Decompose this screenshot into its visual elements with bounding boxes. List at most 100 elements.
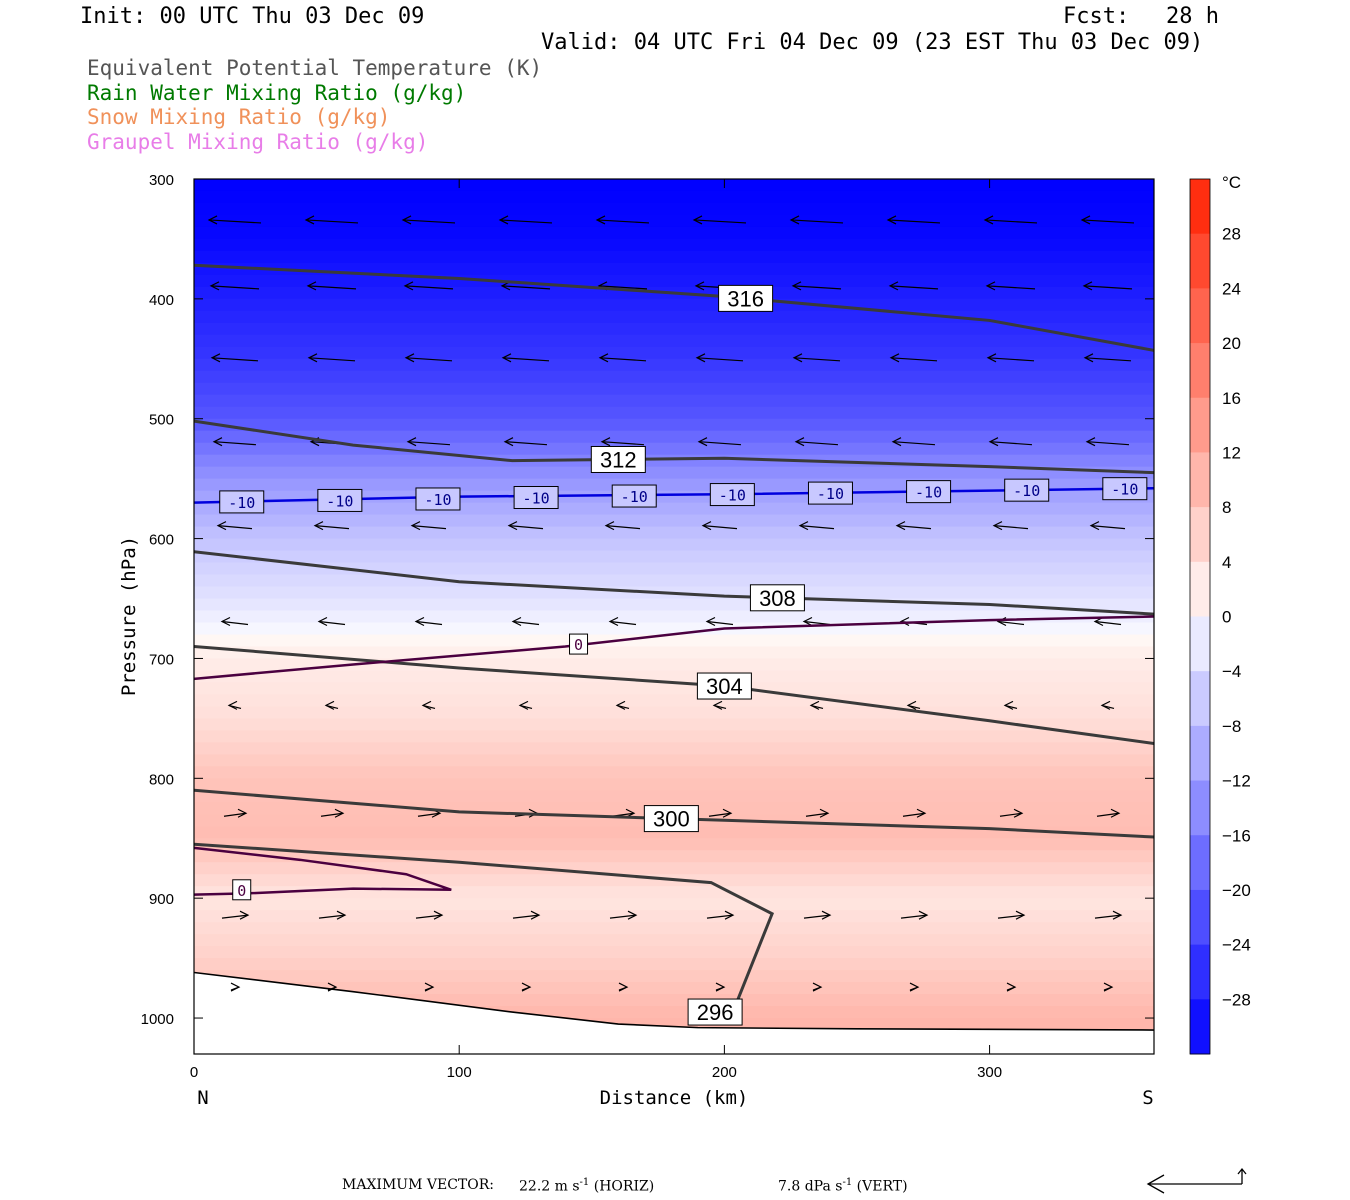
wind-vector <box>997 914 1025 919</box>
colorbar-band <box>1190 725 1210 782</box>
terrain-fill <box>194 972 1154 1054</box>
plot-frame <box>193 178 1155 1055</box>
wind-vector <box>698 441 742 446</box>
wind-vector-head <box>789 215 800 225</box>
wind-vector-head <box>207 215 218 225</box>
theta-e-label-box <box>696 672 752 700</box>
wind-vector-head <box>1013 808 1024 818</box>
wind-vector-head <box>518 700 529 710</box>
temperature-band <box>194 262 1154 276</box>
temperature-band <box>194 298 1154 312</box>
colorbar-band <box>1190 452 1210 508</box>
wind-vector <box>803 914 831 919</box>
isotherm-label: -10 <box>1013 482 1040 500</box>
theta-e-label-box <box>749 584 805 612</box>
temperature-band <box>194 658 1154 672</box>
colorbar-band <box>1190 944 1210 1000</box>
isotherm-label: -10 <box>817 485 844 503</box>
wind-vector <box>696 357 744 362</box>
wind-vector <box>702 525 738 530</box>
wind-vector <box>210 285 260 290</box>
isotherm-label-box <box>415 487 461 511</box>
wind-vector-head <box>694 281 705 291</box>
wind-vector <box>508 525 544 530</box>
wind-vector-head <box>1085 437 1096 447</box>
wind-vector-head <box>899 616 910 627</box>
temperature-band <box>194 730 1154 743</box>
temperature-band <box>194 334 1154 348</box>
wind-vector <box>217 525 253 530</box>
colorbar-tick-label: 28 <box>1222 225 1241 244</box>
forecast-label: Fcst: <box>1063 4 1130 29</box>
colorbar-band <box>1190 671 1210 727</box>
temperature-band <box>194 898 1154 911</box>
temperature-band <box>194 862 1154 875</box>
wind-vector-head <box>433 910 444 920</box>
isotherm-label-box <box>513 486 559 510</box>
wind-vector <box>320 812 344 817</box>
wind-vector <box>402 219 456 224</box>
isotherm-label-box <box>569 633 589 655</box>
colorbar: 28 24 20 16 12 8 4 0 −4 −8 −12 −16 −20 −24 −28 <box>1189 178 1251 1055</box>
wind-vector <box>504 441 548 446</box>
wind-vector-head <box>1089 521 1100 531</box>
wind-vector <box>706 620 734 626</box>
temperature-band <box>194 442 1154 456</box>
colorbar-tick-label: 8 <box>1222 498 1231 517</box>
temperature-band <box>194 946 1154 959</box>
y-tick-label: 600 <box>149 532 174 549</box>
wind-vector <box>997 620 1025 626</box>
legend-item-graupel: Graupel Mixing Ratio (g/kg) <box>87 130 429 154</box>
temperature-band <box>194 454 1154 468</box>
theta-e-contour <box>194 788 1154 839</box>
theta-e-label: 304 <box>706 674 743 699</box>
x-tick-label: 200 <box>712 1064 737 1081</box>
wind-vector <box>601 441 645 446</box>
valid-time: Valid: 04 UTC Fri 04 Dec 09 (23 EST Thu … <box>541 30 1204 55</box>
theta-e-label: 296 <box>697 1000 734 1025</box>
wind-vector-head <box>895 521 906 531</box>
wind-vector-head <box>403 281 414 291</box>
isotherm-label-box <box>219 490 265 514</box>
wind-vectors <box>207 215 1135 992</box>
axes: 300 400 500 600 700 800 900 1000 0 100 200 300 <box>141 172 1154 1081</box>
wind-vector <box>407 441 451 446</box>
wind-vector-head <box>317 616 328 627</box>
wind-vector <box>793 357 841 362</box>
wind-vector-head <box>600 437 611 447</box>
temperature-band <box>194 418 1154 432</box>
colorbar-band <box>1190 397 1210 453</box>
wind-vector <box>405 357 453 362</box>
y-tick-label: 700 <box>149 651 174 668</box>
wind-vector-head <box>695 353 706 363</box>
theta-e-label-box <box>718 284 774 312</box>
wind-vector-head <box>627 910 638 920</box>
wind-vector <box>502 357 550 362</box>
theta-e-label: 308 <box>759 586 796 611</box>
wind-vector <box>213 441 257 446</box>
wind-vector-head <box>798 521 809 531</box>
temperature-band <box>194 934 1154 947</box>
wind-vector <box>993 525 1029 530</box>
temperature-band <box>194 346 1154 360</box>
wind-vector-head <box>1103 982 1114 992</box>
terrain-line <box>194 971 1154 1031</box>
wind-vector-head <box>983 215 994 225</box>
wind-vector <box>1094 620 1122 626</box>
isotherm-label: -10 <box>424 491 451 509</box>
wind-vector-head <box>722 808 733 818</box>
wind-vector-head <box>886 215 897 225</box>
wind-vector-head <box>530 910 541 920</box>
wind-vector-head <box>812 982 823 992</box>
wind-vector-head <box>792 353 803 363</box>
isotherm-label: -10 <box>326 492 353 510</box>
colorbar-band <box>1190 780 1210 836</box>
temperature-band <box>194 430 1154 444</box>
wind-vector-head <box>701 521 712 531</box>
temperature-band <box>194 742 1154 755</box>
forecast-hour: 28 h <box>1166 4 1219 29</box>
temperature-band <box>194 838 1154 851</box>
wind-vector <box>512 914 540 919</box>
wind-vector-head <box>802 616 813 627</box>
